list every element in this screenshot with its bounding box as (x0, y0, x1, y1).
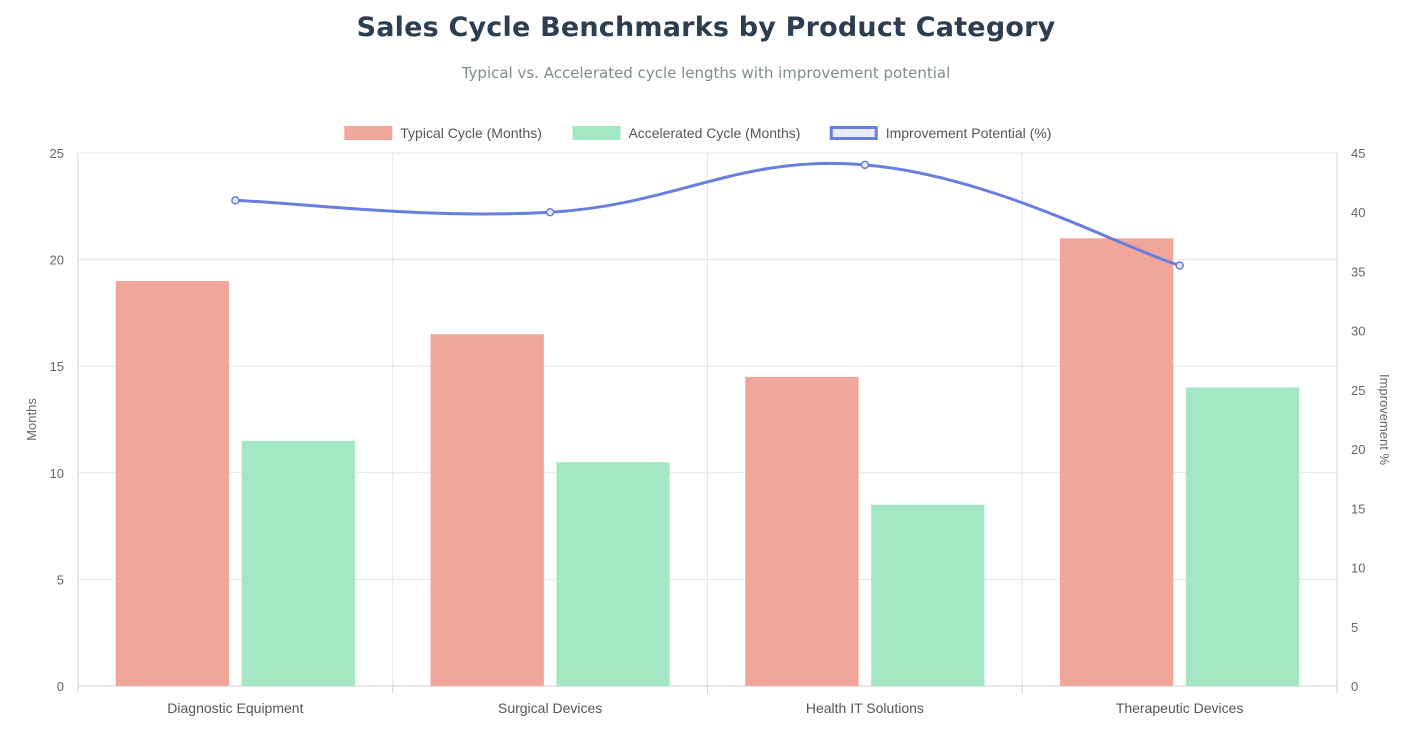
bar-accelerated (871, 504, 985, 686)
improvement-point (1175, 261, 1184, 270)
x-tick-label: Therapeutic Devices (1116, 700, 1244, 716)
bar-accelerated (241, 440, 355, 686)
y2-tick-label: 35 (1351, 264, 1365, 279)
y-tick-label: 15 (50, 359, 64, 374)
x-tick-label: Health IT Solutions (806, 700, 924, 716)
y2-tick-label: 20 (1351, 442, 1365, 457)
y2-tick-label: 25 (1351, 383, 1365, 398)
y2-axis-title: Improvement % (1377, 374, 1392, 465)
y-tick-label: 5 (57, 572, 64, 587)
y2-tick-label: 0 (1351, 679, 1358, 694)
y2-tick-label: 15 (1351, 501, 1365, 516)
y-tick-label: 0 (57, 679, 64, 694)
bar-typical (115, 280, 230, 686)
legend-swatch (344, 126, 393, 140)
legend-label: Improvement Potential (%) (886, 125, 1052, 141)
improvement-point (860, 160, 870, 170)
y-tick-label: 10 (50, 466, 64, 481)
bar-typical (430, 334, 544, 686)
chart-subtitle: Typical vs. Accelerated cycle lengths wi… (461, 64, 951, 82)
y2-tick-label: 30 (1351, 324, 1365, 339)
bar-accelerated (1185, 387, 1300, 686)
improvement-line (233, 161, 1182, 268)
y2-tick-label: 5 (1351, 620, 1358, 635)
improvement-point (545, 207, 555, 217)
bar-accelerated (556, 462, 670, 686)
bar-typical (1060, 238, 1174, 686)
y-tick-label: 25 (50, 146, 64, 161)
x-tick-label: Surgical Devices (498, 700, 602, 716)
improvement-point (231, 196, 240, 205)
y2-tick-label: 10 (1351, 561, 1365, 576)
bar-typical (745, 376, 859, 686)
legend-label: Typical Cycle (Months) (400, 125, 542, 141)
y2-tick-label: 45 (1351, 146, 1365, 161)
y-tick-label: 20 (50, 253, 64, 268)
legend-swatch-improvement (829, 126, 878, 140)
legend-swatch (572, 126, 621, 140)
y-axis-title: Months (24, 398, 39, 441)
chart-title: Sales Cycle Benchmarks by Product Catego… (356, 12, 1056, 43)
legend-label: Accelerated Cycle (Months) (628, 125, 800, 141)
y2-tick-label: 40 (1351, 205, 1365, 220)
x-tick-label: Diagnostic Equipment (167, 700, 303, 716)
